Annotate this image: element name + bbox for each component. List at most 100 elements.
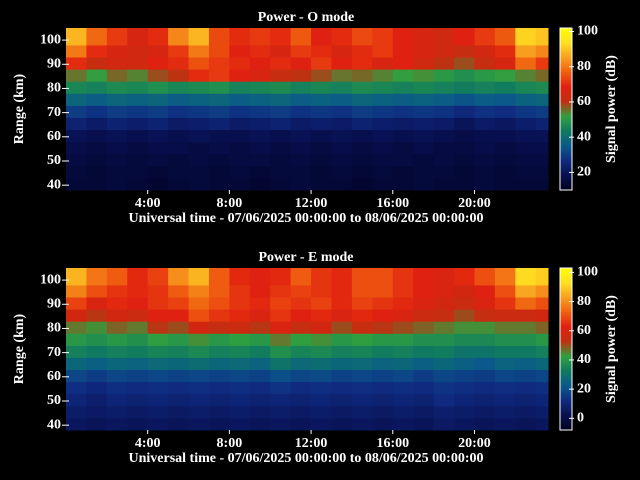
heatmap-cell <box>413 393 435 407</box>
heatmap-cell <box>372 405 394 419</box>
heatmap-cell <box>392 369 414 383</box>
heatmap-cell <box>372 357 394 371</box>
heatmap-cell <box>290 268 312 286</box>
heatmap-cell <box>229 69 251 82</box>
heatmap-cell <box>249 105 271 118</box>
heatmap-cell <box>535 129 549 143</box>
heatmap-cell <box>515 129 537 143</box>
heatmap-cell <box>372 381 394 395</box>
heatmap-cell <box>454 345 475 358</box>
colorbar-segment <box>560 350 572 353</box>
heatmap-cell <box>290 81 312 94</box>
heatmap-cell <box>433 129 455 143</box>
heatmap-cell <box>474 321 496 334</box>
heatmap-cell <box>229 177 251 191</box>
colorbar-segment <box>560 312 572 315</box>
heatmap-cell <box>106 57 128 70</box>
heatmap-cell <box>290 357 312 371</box>
heatmap-cell <box>208 297 230 310</box>
colorbar-segment <box>560 108 572 111</box>
heatmap-cell <box>290 284 312 298</box>
heatmap-cell <box>515 105 537 118</box>
heatmap-cell <box>413 321 435 334</box>
colorbar-segment <box>560 128 572 131</box>
heatmap-cell <box>208 309 230 322</box>
heatmap-cell <box>311 297 333 310</box>
colorbar-segment <box>560 80 572 83</box>
colorbar-segment <box>560 380 572 383</box>
colorbar-segment <box>560 168 572 171</box>
colorbar-segment <box>560 422 572 425</box>
heatmap-cell <box>86 153 108 167</box>
heatmap-cell <box>168 81 190 94</box>
heatmap-cell <box>535 165 549 179</box>
heatmap-cell <box>331 405 353 419</box>
heatmap-cell <box>494 81 516 94</box>
heatmap-cell <box>270 297 292 310</box>
colorbar-segment <box>560 382 572 385</box>
heatmap-cell <box>270 321 292 334</box>
heatmap-cell <box>168 381 190 395</box>
heatmap-cell <box>515 44 537 58</box>
heatmap-cell <box>515 165 537 179</box>
y-tick-label: 100 <box>40 32 61 47</box>
colorbar-tick-label: 20 <box>577 381 591 396</box>
heatmap-cell <box>106 28 128 46</box>
heatmap-cell <box>229 117 251 131</box>
heatmap-cell <box>147 381 169 395</box>
heatmap-cell <box>494 117 516 131</box>
colorbar-segment <box>560 58 572 61</box>
heatmap-cell <box>270 28 292 46</box>
heatmap-cell <box>433 165 455 179</box>
heatmap-cell <box>474 81 496 94</box>
heatmap-cell <box>270 417 292 431</box>
colorbar-segment <box>560 154 572 157</box>
heatmap-cell <box>290 57 312 70</box>
heatmap-cell <box>106 153 128 167</box>
heatmap-cell <box>515 141 537 155</box>
colorbar-segment <box>560 398 572 401</box>
y-tick-label: 100 <box>40 272 61 287</box>
heatmap-cell <box>66 297 87 310</box>
colorbar-segment <box>560 182 572 185</box>
x-tick-label: 20:00 <box>458 436 491 451</box>
colorbar-segment <box>560 396 572 399</box>
heatmap-cell <box>229 369 251 383</box>
heatmap-cell <box>311 69 333 82</box>
heatmap-cell <box>454 93 475 106</box>
heatmap-cell <box>106 165 128 179</box>
colorbar-segment <box>560 414 572 417</box>
heatmap-cell <box>311 105 333 118</box>
colorbar-segment <box>560 306 572 309</box>
heatmap-cell <box>392 345 414 358</box>
colorbar-segment <box>560 158 572 161</box>
colorbar-segment <box>560 62 572 65</box>
heatmap-cell <box>188 81 210 94</box>
colorbar-segment <box>560 330 572 333</box>
heatmap-cell <box>168 28 190 46</box>
colorbar-tick-label: 0 <box>577 411 584 426</box>
heatmap-cell <box>127 333 149 346</box>
heatmap-cell <box>290 405 312 419</box>
colorbar-segment <box>560 122 572 125</box>
heatmap-cell <box>454 333 475 346</box>
colorbar-segment <box>560 300 572 303</box>
colorbar-tick-label: 80 <box>577 59 591 74</box>
heatmap-cell <box>106 141 128 155</box>
colorbar-segment <box>560 346 572 349</box>
colorbar-segment <box>560 66 572 69</box>
heatmap-cell <box>66 177 87 191</box>
heatmap-cell <box>331 268 353 286</box>
heatmap-cell <box>311 321 333 334</box>
heatmap-cell <box>331 28 353 46</box>
heatmap-cell <box>249 177 271 191</box>
heatmap-cell <box>208 129 230 143</box>
heatmap-cell <box>66 69 87 82</box>
heatmap-cell <box>535 297 549 310</box>
colorbar-segment <box>560 322 572 325</box>
heatmap-cell <box>372 141 394 155</box>
heatmap-cell <box>270 405 292 419</box>
heatmap-cell <box>229 393 251 407</box>
heatmap-cell <box>66 309 87 322</box>
heatmap-cell <box>494 357 516 371</box>
